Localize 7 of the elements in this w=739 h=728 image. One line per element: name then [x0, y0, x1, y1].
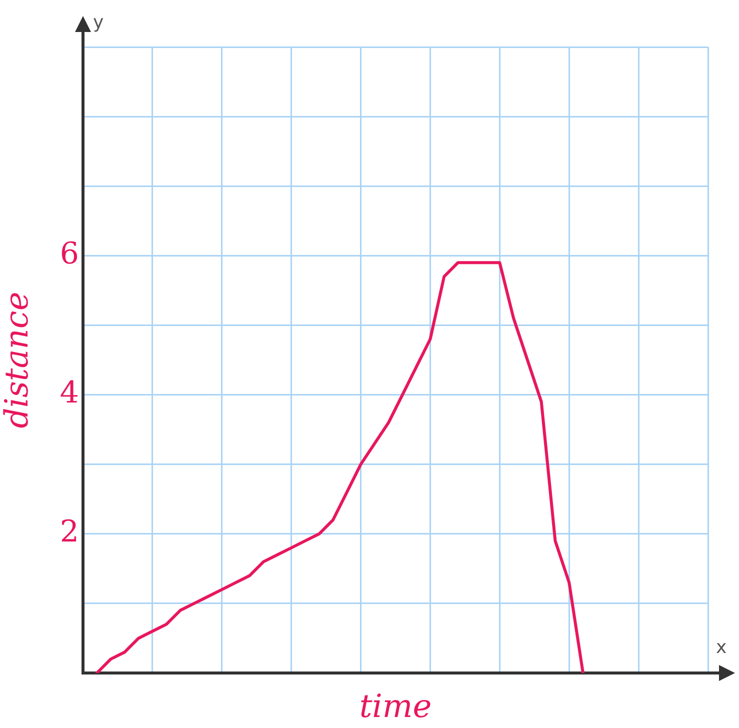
- text: y: [93, 12, 104, 33]
- y-tick-label: 4: [60, 376, 79, 411]
- x-axis-title: time: [359, 687, 432, 726]
- y-axis-title: distance: [0, 292, 36, 428]
- y-tick-label: 2: [60, 514, 79, 550]
- y-tick-label: 6: [60, 236, 79, 272]
- text: x: [716, 637, 727, 658]
